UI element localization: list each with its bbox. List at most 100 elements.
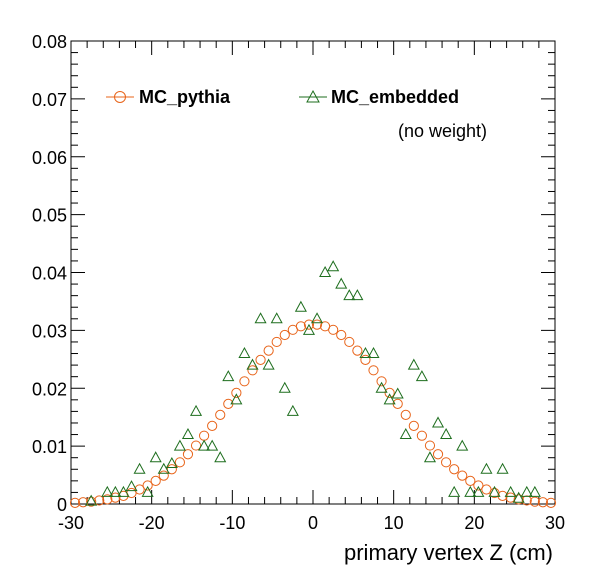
data-point-mc-embedded	[278, 381, 291, 393]
series-mc-embedded	[85, 260, 541, 506]
data-point-mc-pythia	[441, 457, 452, 468]
data-point-mc-embedded	[407, 358, 420, 370]
data-point-mc-embedded	[504, 485, 517, 497]
data-point-mc-embedded	[383, 393, 396, 405]
annotation-no-weight: (no weight)	[398, 121, 487, 141]
data-point-mc-pythia	[174, 457, 185, 468]
y-tick-label: 0.08	[32, 32, 67, 52]
data-point-mc-pythia	[376, 376, 387, 387]
data-point-mc-pythia	[424, 440, 436, 451]
data-point-mc-pythia	[360, 354, 371, 365]
data-point-mc-embedded	[262, 358, 275, 370]
data-point-mc-pythia	[545, 497, 557, 508]
legend-label-mc-pythia: MC_pythia	[139, 87, 231, 107]
data-point-mc-embedded	[173, 439, 186, 451]
data-point-mc-pythia	[271, 336, 282, 348]
data-point-mc-embedded	[375, 381, 388, 393]
data-point-mc-pythia	[368, 365, 379, 376]
data-point-mc-embedded	[302, 323, 316, 335]
data-point-mc-embedded	[319, 265, 332, 277]
x-tick-label: 30	[545, 513, 565, 533]
data-point-mc-pythia	[182, 449, 194, 460]
data-point-mc-embedded	[125, 480, 138, 492]
x-tick-label: -30	[58, 513, 84, 533]
x-tick-label: 0	[308, 513, 318, 533]
data-point-mc-pythia	[86, 496, 97, 507]
data-point-mc-embedded	[496, 462, 509, 474]
data-point-mc-embedded	[270, 312, 283, 324]
data-point-mc-embedded	[181, 428, 195, 440]
data-point-mc-embedded	[351, 289, 364, 301]
data-point-mc-embedded	[101, 485, 114, 497]
data-point-mc-embedded	[431, 416, 445, 428]
data-point-mc-embedded	[149, 451, 162, 463]
legend-marker-mc-embedded	[306, 89, 320, 103]
data-point-mc-embedded	[198, 439, 211, 451]
data-point-mc-pythia	[239, 376, 250, 387]
data-point-mc-pythia	[295, 321, 306, 332]
data-point-mc-pythia	[473, 480, 484, 491]
y-tick-label: 0.01	[32, 437, 67, 457]
data-point-mc-embedded	[246, 358, 259, 370]
data-point-mc-pythia	[110, 492, 121, 503]
y-tick-label: 0	[57, 495, 67, 515]
plot-frame	[70, 40, 556, 505]
data-point-mc-embedded	[109, 485, 122, 497]
series-mc-pythia	[69, 319, 557, 508]
data-point-mc-pythia	[158, 470, 169, 481]
data-point-mc-pythia	[215, 409, 226, 420]
y-tick-labels: 0 0.01 0.02 0.03 0.04 0.05 0.06 0.07 0.08	[32, 32, 67, 515]
data-point-mc-embedded	[206, 439, 219, 451]
x-tick-label: 10	[384, 513, 404, 533]
y-tick-label: 0.05	[32, 206, 67, 226]
data-point-mc-pythia	[328, 324, 339, 335]
data-point-mc-embedded	[488, 485, 501, 497]
data-point-mc-embedded	[448, 485, 461, 497]
data-point-mc-pythia	[255, 354, 266, 365]
data-point-mc-pythia	[457, 470, 468, 481]
x-tick-label: 20	[464, 513, 484, 533]
data-point-mc-embedded	[254, 312, 267, 324]
data-point-mc-embedded	[391, 387, 404, 399]
data-point-mc-embedded	[440, 428, 453, 440]
data-point-mc-pythia	[102, 494, 113, 505]
data-point-mc-pythia	[513, 494, 524, 505]
data-point-mc-pythia	[303, 319, 315, 330]
data-point-mc-embedded	[367, 346, 380, 359]
data-point-mc-embedded	[415, 370, 428, 382]
y-tick-label: 0.04	[32, 264, 67, 284]
x-tick-label: -20	[139, 513, 165, 533]
x-tick-label: -10	[219, 513, 245, 533]
data-point-mc-embedded	[480, 462, 493, 474]
data-point-mc-pythia	[190, 440, 202, 451]
data-point-mc-embedded	[464, 485, 477, 497]
data-point-mc-embedded	[472, 485, 485, 497]
x-tick-labels: -30 -20 -10 0 10 20 30	[58, 513, 565, 533]
data-point-mc-pythia	[465, 475, 476, 486]
data-point-mc-embedded	[222, 370, 235, 382]
data-point-mc-pythia	[505, 492, 516, 503]
data-point-mc-pythia	[231, 387, 242, 398]
data-point-mc-embedded	[286, 404, 299, 416]
data-point-mc-pythia	[263, 345, 274, 356]
data-point-mc-pythia	[279, 329, 290, 341]
data-point-mc-embedded	[165, 456, 178, 468]
data-point-mc-pythia	[207, 420, 218, 431]
data-point-mc-pythia	[94, 495, 105, 506]
data-point-mc-pythia	[449, 464, 460, 475]
data-point-mc-pythia	[400, 409, 411, 420]
data-point-mc-pythia	[352, 345, 363, 356]
data-point-mc-pythia	[69, 497, 81, 508]
data-point-mc-pythia	[336, 329, 347, 341]
data-point-mc-embedded	[343, 289, 356, 301]
data-point-mc-pythia	[497, 490, 508, 501]
data-point-mc-embedded	[85, 494, 98, 506]
data-point-mc-pythia	[529, 496, 540, 507]
data-point-mc-embedded	[335, 277, 348, 289]
data-point-mc-embedded	[189, 404, 203, 416]
legend-marker-mc-pythia	[114, 91, 126, 103]
data-point-mc-embedded	[520, 485, 533, 497]
data-point-mc-embedded	[133, 462, 146, 474]
data-point-mc-embedded	[214, 451, 227, 463]
